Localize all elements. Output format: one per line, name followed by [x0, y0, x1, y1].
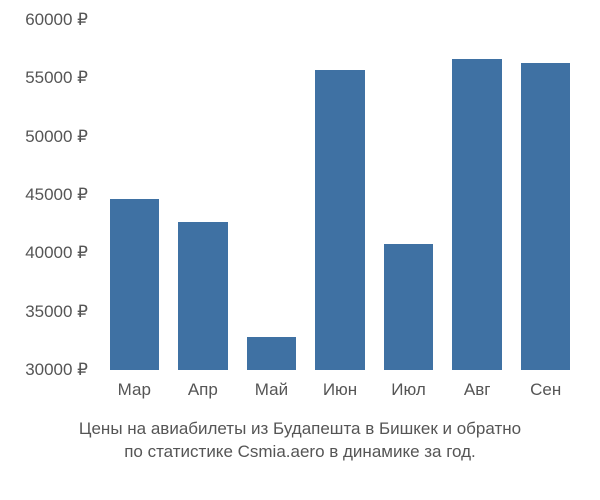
bar: [521, 63, 570, 370]
price-bar-chart: 30000 ₽ 35000 ₽ 40000 ₽ 45000 ₽ 50000 ₽ 55000…: [0, 0, 600, 500]
x-tick-label: Июл: [391, 380, 426, 400]
x-tick-label: Мар: [118, 380, 151, 400]
bar: [315, 70, 364, 370]
chart-caption: Цены на авиабилеты из Будапешта в Бишкек…: [0, 418, 600, 464]
y-tick-label: 60000 ₽: [0, 10, 88, 30]
y-tick-label: 55000 ₽: [0, 68, 88, 88]
y-tick-label: 45000 ₽: [0, 185, 88, 205]
x-tick-label: Авг: [464, 380, 491, 400]
caption-line: Цены на авиабилеты из Будапешта в Бишкек…: [0, 418, 600, 441]
caption-line: по статистике Csmia.aero в динамике за г…: [0, 441, 600, 464]
x-tick-label: Июн: [323, 380, 357, 400]
y-tick-label: 35000 ₽: [0, 302, 88, 322]
x-tick-label: Сен: [530, 380, 561, 400]
y-tick-label: 50000 ₽: [0, 127, 88, 147]
x-tick-label: Апр: [188, 380, 218, 400]
y-tick-label: 30000 ₽: [0, 360, 88, 380]
bar: [452, 59, 501, 371]
bar: [110, 199, 159, 371]
y-tick-label: 40000 ₽: [0, 243, 88, 263]
bar: [178, 222, 227, 370]
x-tick-label: Май: [255, 380, 288, 400]
bar: [247, 337, 296, 370]
bar: [384, 244, 433, 370]
